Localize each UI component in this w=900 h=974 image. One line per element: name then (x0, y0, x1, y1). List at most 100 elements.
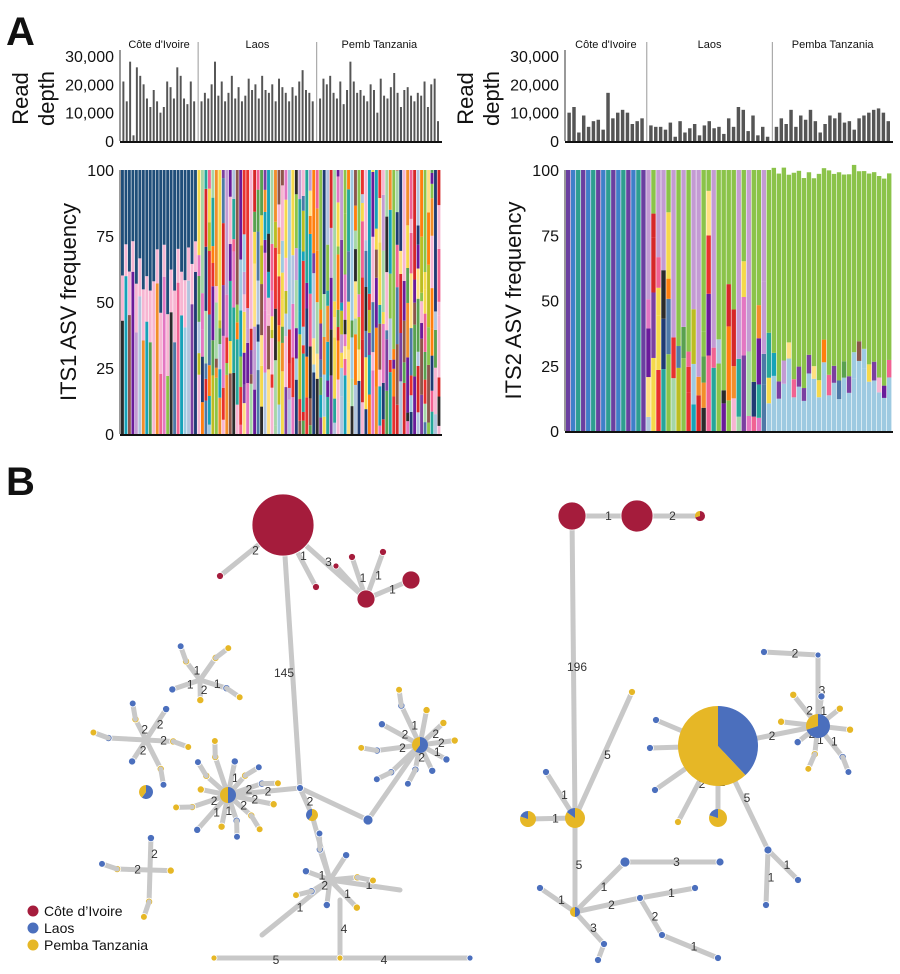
asv-stack-segment (124, 170, 128, 245)
asv-stack-segment (347, 170, 350, 190)
haplotype-node (301, 867, 310, 876)
asv-stack-segment (159, 373, 163, 434)
haplotype-node (600, 940, 608, 948)
network-edge (537, 885, 578, 915)
asv-stack-segment (871, 361, 877, 381)
haplotype-pie-slice (695, 511, 700, 518)
depth-bar (779, 118, 784, 141)
asv-stack-segment (322, 294, 326, 337)
haplotype-node (269, 800, 278, 809)
depth-bar (271, 84, 274, 141)
edge-label: 1 (561, 788, 568, 802)
asv-stack-segment (402, 280, 406, 321)
asv-stack-segment (661, 369, 666, 431)
asv-stack-segment (681, 170, 686, 327)
depth-bar (210, 84, 213, 141)
asv-stack-segment (434, 367, 437, 415)
asv-stack-segment (378, 386, 382, 426)
its2-read-depth-chart: 30,000 20,000 10,000 0 Read depth Côte d'Ivoir… (453, 39, 893, 151)
asv-stack-segment (263, 252, 267, 311)
asv-stack-segment (294, 280, 298, 329)
asv-stack-segment (741, 355, 746, 431)
asv-stack-segment (308, 233, 312, 294)
asv-stack-segment (141, 170, 145, 290)
depth-bar (437, 121, 439, 141)
its1-asv-frequency-chart: 100 75 50 25 0 ITS1 ASV frequency (56, 163, 442, 444)
asv-stack-segment (190, 304, 194, 434)
asv-stack-segment (836, 172, 842, 381)
asv-stack-segment (281, 170, 284, 186)
asv-stack-segment (399, 250, 403, 274)
asv-stack-segment (235, 339, 239, 405)
depth-bar (433, 78, 436, 141)
asv-stack-segment (260, 365, 264, 407)
asv-stack-segment (207, 251, 211, 315)
haplotype-node (379, 548, 387, 556)
asv-stack-segment (298, 170, 302, 200)
edge-label: 1 (558, 893, 565, 907)
asv-stack-segment (249, 383, 253, 434)
asv-stack-segment (651, 213, 656, 238)
haplotype-node (184, 743, 193, 751)
asv-stack-segment (301, 326, 305, 346)
edge-label: 5 (576, 858, 583, 872)
depth-bar (156, 101, 159, 141)
asv-stack-segment (260, 245, 264, 285)
network-edge (146, 867, 153, 905)
asv-stack-segment (312, 372, 316, 434)
asv-ytick-label: 75 (541, 228, 559, 245)
asv-stack-segment (416, 298, 420, 352)
asv-stack-segment (434, 329, 437, 368)
asv-stack-segment (781, 360, 787, 384)
asv-stack-segment (308, 293, 312, 347)
haplotype-node (674, 818, 682, 826)
asv-stack-segment (367, 355, 371, 395)
asv-stack-segment (736, 416, 741, 431)
network-edge (143, 737, 176, 744)
asv-stack-segment (731, 366, 736, 399)
asv-stack-segment (681, 358, 686, 431)
asv-stack-segment (204, 246, 208, 311)
depth-bar (251, 90, 254, 141)
edge-label: 1 (820, 704, 827, 718)
depth-bar (304, 90, 307, 141)
asv-stack-segment (385, 216, 389, 273)
asv-stack-segment (287, 329, 291, 364)
depth-bar (876, 108, 881, 141)
asv-stack-segment (402, 170, 406, 281)
haplotype-node (292, 891, 300, 899)
asv-stack-segment (651, 292, 656, 358)
haplotype-pie-slice (220, 787, 228, 803)
asv-stack-segment (791, 379, 797, 398)
asv-stack-segment (631, 170, 636, 431)
asv-stack-segment (221, 178, 225, 224)
haplotype-node (357, 744, 366, 752)
depth-bar (430, 84, 433, 141)
haplotype-node (536, 884, 544, 892)
depth-bar (697, 135, 702, 141)
asv-stack-segment (291, 255, 295, 304)
asv-stack-segment (284, 257, 288, 291)
asv-stack-segment (731, 309, 736, 367)
asv-stack-segment (385, 339, 389, 391)
asv-stack-segment (646, 328, 651, 378)
asv-stack-segment (731, 398, 736, 431)
asv-stack-segment (329, 277, 333, 330)
asv-stack-segment (169, 269, 173, 313)
asv-stack-segment (201, 170, 204, 294)
asv-stack-segment (811, 178, 817, 367)
asv-ytick-label: 0 (550, 424, 559, 441)
asv-stack-segment (232, 307, 236, 373)
asv-stack-segment (409, 411, 413, 434)
asv-stack-segment (152, 170, 156, 282)
depth-bar (335, 98, 338, 141)
asv-stack-segment (706, 170, 711, 191)
haplotype-node (176, 642, 185, 651)
asv-stack-segment (281, 326, 284, 343)
asv-stack-segment (661, 318, 666, 370)
asv-stack-segment (274, 247, 277, 309)
asv-stack-segment (277, 227, 281, 255)
edge-label: 2 (307, 795, 314, 809)
asv-stack-segment (786, 342, 792, 359)
asv-stack-segment (127, 170, 131, 272)
